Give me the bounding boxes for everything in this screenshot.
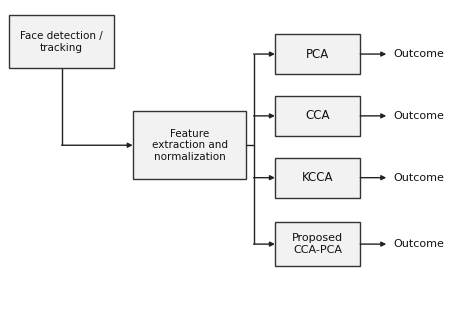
Text: CCA: CCA (305, 109, 330, 122)
Text: KCCA: KCCA (302, 171, 333, 184)
Text: Proposed
CCA-PCA: Proposed CCA-PCA (292, 233, 343, 255)
Text: PCA: PCA (306, 48, 329, 61)
Text: Feature
extraction and
normalization: Feature extraction and normalization (152, 129, 228, 162)
FancyBboxPatch shape (133, 111, 246, 179)
FancyBboxPatch shape (275, 222, 360, 266)
Text: Face detection /
tracking: Face detection / tracking (20, 31, 103, 53)
Text: Outcome: Outcome (393, 173, 444, 183)
Text: Outcome: Outcome (393, 49, 444, 59)
FancyBboxPatch shape (275, 96, 360, 136)
FancyBboxPatch shape (275, 158, 360, 198)
Text: Outcome: Outcome (393, 239, 444, 249)
FancyBboxPatch shape (9, 15, 114, 68)
Text: Outcome: Outcome (393, 111, 444, 121)
FancyBboxPatch shape (275, 34, 360, 74)
